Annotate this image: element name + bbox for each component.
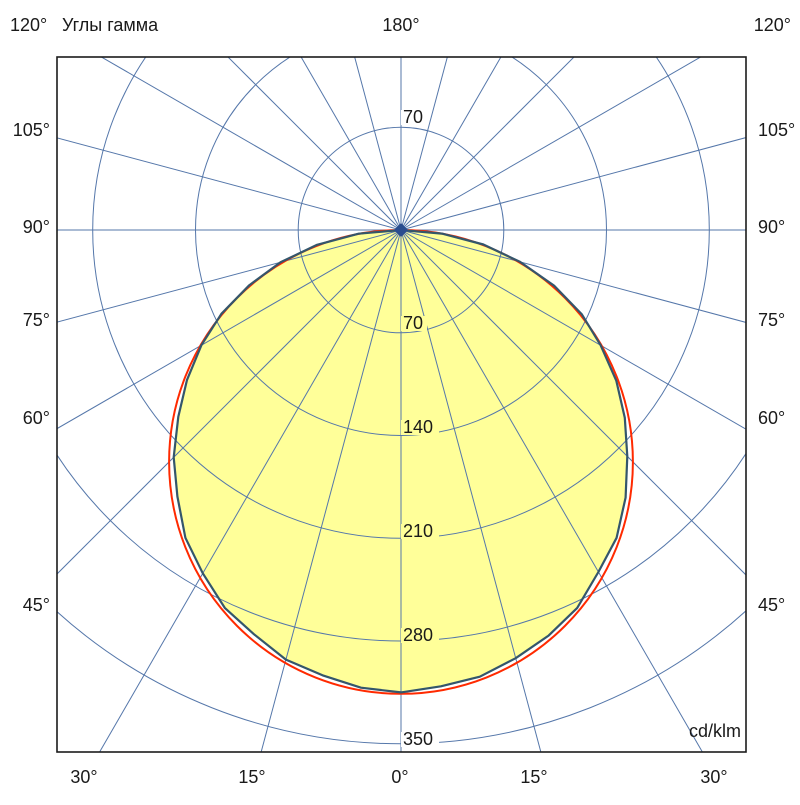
angle-label-bottom-3: 15° — [520, 767, 547, 787]
unit-label: cd/klm — [689, 721, 741, 741]
grid-ray-330 — [99, 229, 402, 752]
grid-ray-105 — [400, 137, 746, 231]
grid-ray-195 — [354, 57, 402, 231]
grid-ray-135 — [400, 57, 575, 231]
angle-label-top-right: 120° — [754, 15, 791, 35]
plot-border — [56, 56, 747, 753]
angle-label-left-0: 105° — [13, 120, 50, 140]
angle-label-right-3: 60° — [758, 408, 785, 428]
grid-ray-60 — [400, 229, 746, 430]
angle-label-left-4: 45° — [23, 595, 50, 615]
grid-ray-255 — [57, 137, 402, 231]
ring-label-1: 140 — [403, 417, 433, 437]
angle-label-bottom-2: 0° — [391, 767, 408, 787]
angle-label-bottom-4: 30° — [700, 767, 727, 787]
grid-ray-345 — [260, 229, 402, 752]
ring-label-4-halo — [401, 732, 439, 747]
angle-label-left-1: 90° — [23, 217, 50, 237]
grid-ray-165 — [400, 57, 448, 231]
chart-title: Углы гамма — [62, 15, 159, 35]
grid-ray-75 — [400, 229, 746, 323]
ring-label-3: 280 — [403, 625, 433, 645]
grid-ray-225 — [227, 57, 402, 231]
grid-ray-30 — [400, 229, 703, 752]
angle-label-top-center: 180° — [382, 15, 419, 35]
ring-label-2-halo — [401, 524, 439, 539]
center-marker — [394, 223, 408, 237]
angle-label-bottom-0: 30° — [70, 767, 97, 787]
ring-label-0-halo — [401, 316, 427, 331]
angle-label-right-0: 105° — [758, 120, 795, 140]
ring-label-2: 210 — [403, 521, 433, 541]
grid-ray-150 — [400, 57, 502, 231]
measured-curve — [172, 228, 629, 694]
ring-label-4: 350 — [403, 729, 433, 749]
angle-label-left-3: 60° — [23, 408, 50, 428]
ring-label-0: 70 — [403, 313, 423, 333]
angle-label-left-2: 75° — [23, 310, 50, 330]
angle-label-right-1: 90° — [758, 217, 785, 237]
angle-label-top-left: 120° — [10, 15, 47, 35]
ring-label-3-halo — [401, 628, 439, 643]
grid-ray-45 — [400, 229, 746, 576]
ring-label-1-halo — [401, 420, 439, 435]
grid-ray-285 — [57, 229, 402, 323]
grid-ray-315 — [57, 229, 402, 575]
ring-label-top-70: 70 — [403, 107, 423, 127]
grid-ray-120 — [400, 57, 702, 231]
grid-ray-300 — [57, 229, 402, 430]
grid-ray-210 — [300, 57, 402, 231]
angle-label-right-4: 45° — [758, 595, 785, 615]
grid-ray-240 — [100, 57, 402, 231]
grid-ray-15 — [400, 229, 542, 752]
angle-label-right-2: 75° — [758, 310, 785, 330]
angle-label-bottom-1: 15° — [238, 767, 265, 787]
ring-label-top-70-halo — [401, 110, 427, 125]
